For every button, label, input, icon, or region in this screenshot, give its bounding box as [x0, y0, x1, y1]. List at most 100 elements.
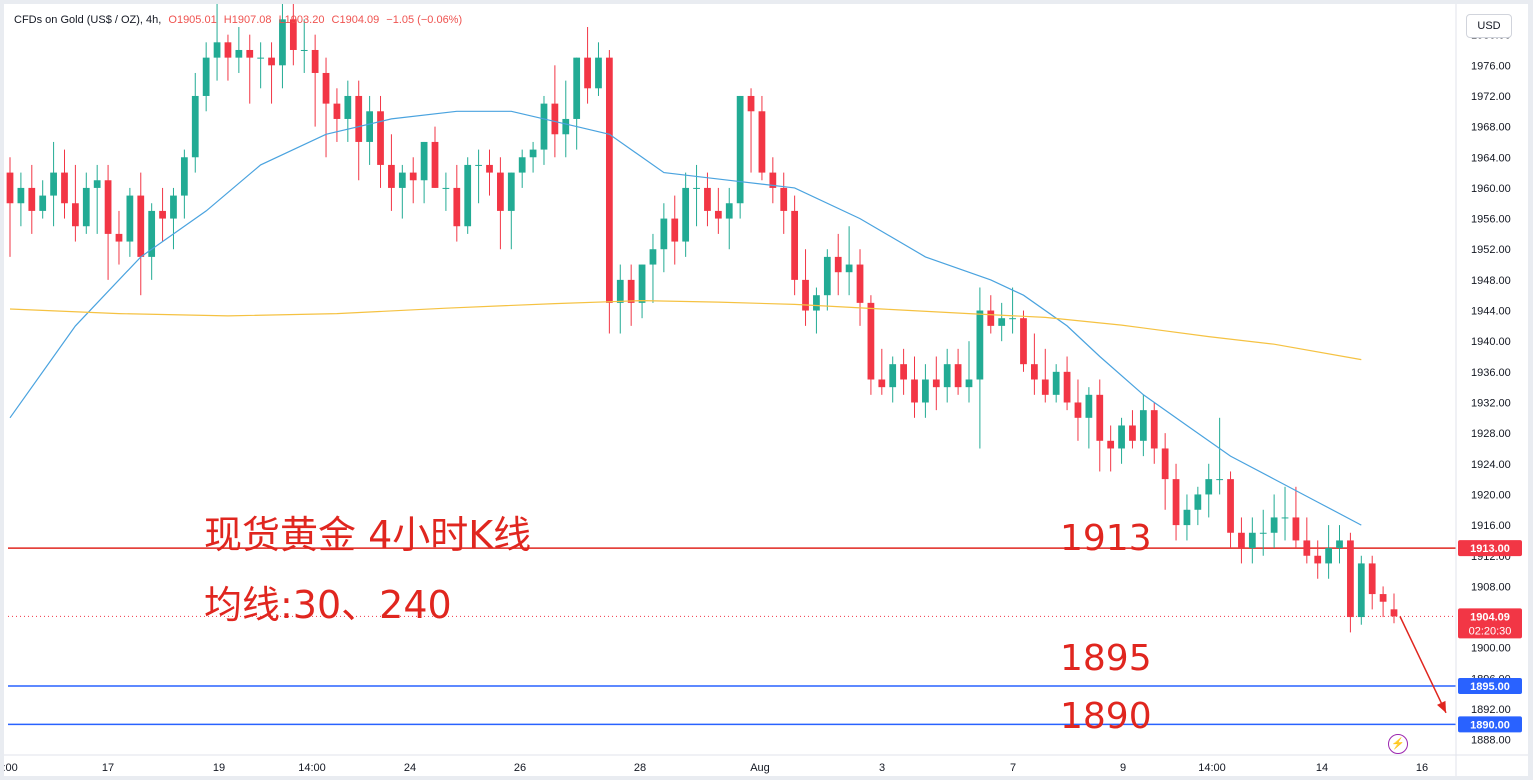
candlestick-chart[interactable]: 1888.001892.001896.001900.001904.001908.…	[4, 4, 1528, 776]
candle-body	[889, 364, 897, 388]
y-tick-label: 1920.00	[1471, 489, 1511, 501]
candle-body	[333, 103, 341, 119]
candle-body	[1009, 318, 1016, 320]
candle-body	[671, 218, 679, 242]
y-tick-label: 1968.00	[1471, 122, 1511, 134]
candle-body	[1281, 517, 1289, 519]
badge-1913: 1913.00	[1470, 543, 1510, 555]
candle-body	[540, 103, 548, 150]
candle-body	[311, 49, 319, 73]
candle-body	[279, 19, 286, 66]
x-tick-label: 14:00	[298, 762, 326, 774]
x-tick-label: 17	[102, 762, 114, 774]
candle-body	[1390, 609, 1398, 617]
candle-body	[769, 172, 777, 188]
candle-body	[1074, 402, 1082, 418]
candle-body	[791, 210, 799, 280]
candle-body	[1292, 517, 1300, 541]
candle-body	[562, 118, 570, 135]
last-price-badge: 1904.09	[1470, 611, 1510, 623]
y-tick-label: 1932.00	[1471, 397, 1511, 409]
candle-body	[366, 111, 374, 142]
candle-body	[856, 264, 864, 303]
y-tick-label: 1936.00	[1471, 367, 1511, 379]
x-tick-label: 9	[1120, 762, 1126, 774]
currency-button[interactable]: USD	[1466, 14, 1512, 38]
candle-body	[954, 364, 962, 388]
candle-body	[246, 49, 254, 58]
candle-body	[736, 95, 744, 204]
chart-title-annotation: 现货黄金 4小时K线	[204, 513, 532, 557]
candle-body	[213, 42, 221, 58]
last-price-badge-bg	[1458, 608, 1522, 639]
candle-body	[802, 279, 809, 311]
candle-body	[1314, 555, 1322, 564]
change-value: −1.05 (−0.06%)	[386, 14, 463, 26]
candle-body	[529, 149, 537, 158]
candle-body	[1118, 425, 1125, 449]
candle-body	[1020, 318, 1027, 365]
candle-body	[104, 180, 112, 234]
candle-body	[845, 264, 853, 273]
candle-body	[747, 95, 755, 112]
candle-body	[976, 310, 984, 380]
candle-body	[1368, 563, 1376, 595]
candle-body	[497, 172, 504, 211]
candle-body	[1227, 479, 1234, 533]
candle-body	[486, 164, 493, 173]
candle-body	[126, 195, 134, 242]
x-tick-label: 3	[879, 762, 885, 774]
candle-body	[693, 187, 700, 189]
x-tick-label: Aug	[750, 762, 770, 774]
candle-body	[170, 195, 177, 219]
candle-body	[573, 57, 581, 119]
candle-body	[1052, 371, 1060, 395]
x-tick-label: 19	[213, 762, 225, 774]
candle-body	[518, 157, 526, 173]
y-tick-label: 1892.00	[1471, 704, 1511, 716]
y-tick-label: 1972.00	[1471, 91, 1511, 103]
y-tick-label: 1944.00	[1471, 306, 1511, 318]
x-tick-label: 28	[634, 762, 646, 774]
badge-1890: 1890.00	[1470, 719, 1510, 731]
candle-body	[289, 19, 297, 50]
candle-body	[137, 195, 145, 257]
candle-body	[616, 279, 624, 303]
low-value: L1903.20	[278, 14, 325, 26]
candle-body	[922, 379, 929, 403]
candle-body	[1139, 410, 1147, 441]
candle-body	[1085, 394, 1093, 418]
candle-body	[758, 111, 766, 173]
candle-body	[638, 264, 646, 303]
candle-body	[1216, 479, 1224, 481]
symbol-legend: CFDs on Gold (US$ / OZ), 4h, O1905.01 H1…	[14, 14, 466, 26]
candle-body	[1194, 494, 1202, 510]
candle-body	[235, 49, 243, 58]
y-tick-label: 1948.00	[1471, 275, 1511, 287]
open-value: O1905.01	[168, 14, 217, 26]
candle-body	[834, 256, 842, 273]
candle-body	[257, 57, 265, 59]
candle-body	[464, 164, 472, 227]
candle-body	[72, 203, 79, 227]
candle-body	[682, 187, 690, 242]
candle-body	[39, 195, 47, 211]
flash-icon[interactable]: ⚡	[1388, 734, 1408, 754]
candle-body	[1303, 540, 1311, 556]
chart-frame: 1888.001892.001896.001900.001904.001908.…	[4, 4, 1528, 776]
candle-body	[28, 187, 36, 211]
x-tick-label: 24	[404, 762, 416, 774]
candle-body	[442, 187, 450, 189]
candle-body	[1336, 540, 1343, 549]
candle-body	[1150, 410, 1158, 449]
candle-body	[1129, 425, 1136, 441]
candle-body	[605, 57, 613, 303]
badge-1913-bg	[1458, 540, 1522, 557]
badge-1890-bg	[1458, 716, 1522, 733]
x-tick-label: 14	[1316, 762, 1328, 774]
candle-body	[6, 172, 14, 204]
level-1913-annotation: 1913	[1060, 518, 1152, 559]
candle-body	[355, 95, 363, 142]
candle-body	[1259, 532, 1267, 534]
candle-body	[409, 172, 417, 181]
